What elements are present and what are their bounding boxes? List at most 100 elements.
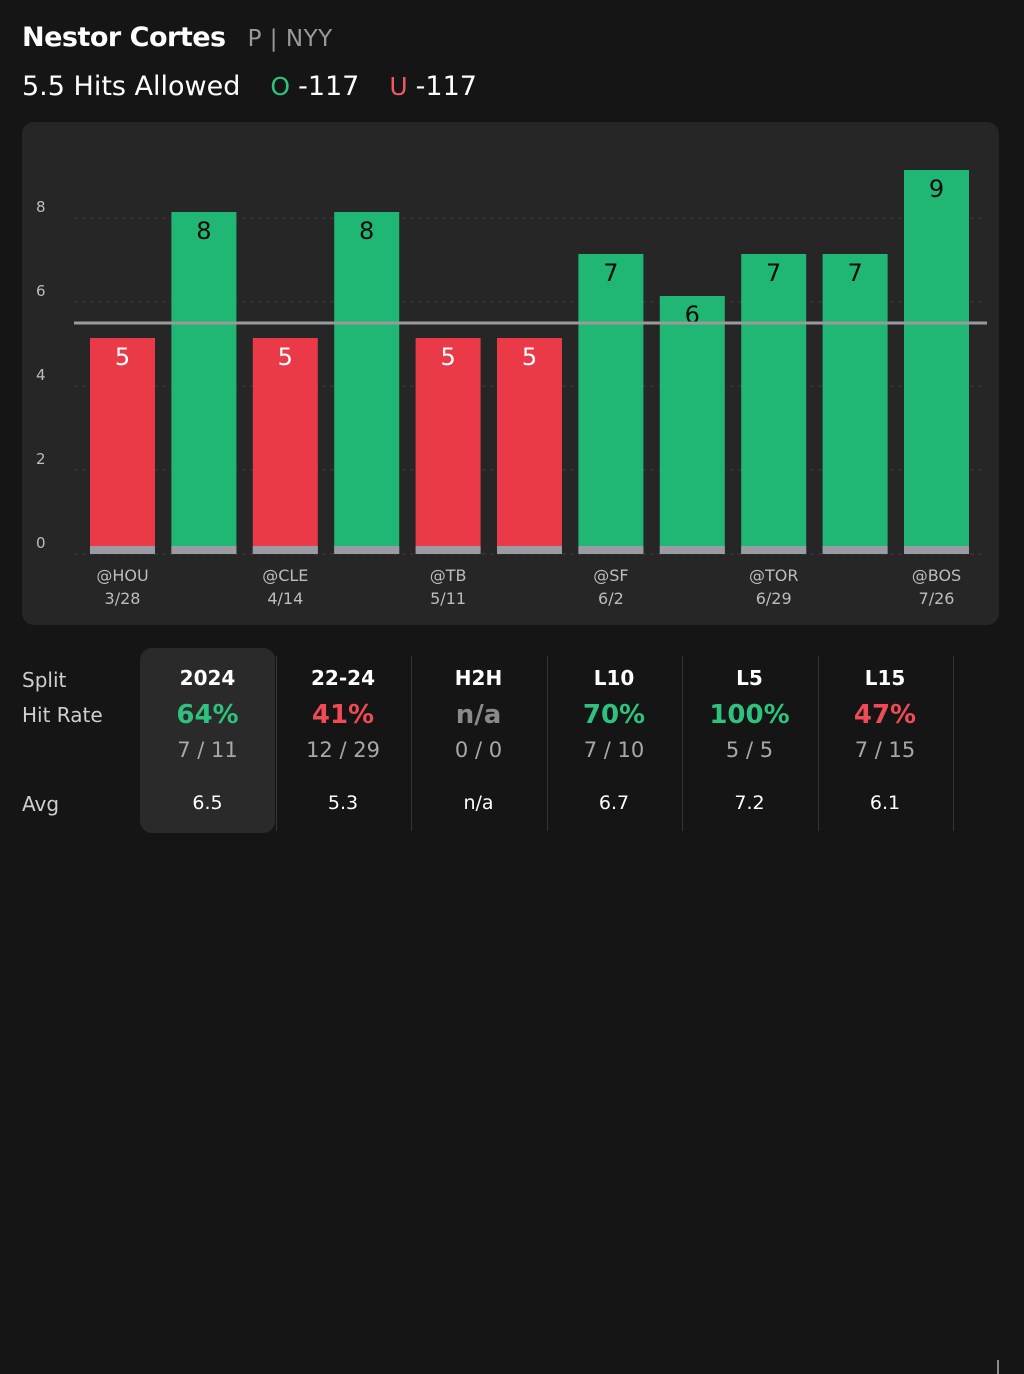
bar xyxy=(252,338,318,554)
bar xyxy=(822,254,888,554)
split-hit-fraction: 7 / 15 xyxy=(854,738,916,762)
game-log-chart-card: 0 2 4 6 8 5 8 5 8 5 5 7 6 7 7 9 @HOU 3/28 @CLE 4/14 @TB 5/11 @… xyxy=(22,122,999,625)
bar-base xyxy=(904,546,969,554)
split-period: 2024 xyxy=(179,666,236,690)
under-label: U xyxy=(389,72,408,101)
split-hit-rate: 100% xyxy=(709,700,790,730)
split-period: L10 xyxy=(593,666,635,690)
bar-value-label: 5 xyxy=(115,343,130,371)
x-date-label: 6/29 xyxy=(756,589,792,608)
bar-base xyxy=(252,546,318,554)
name-row: Nestor Cortes P | NYY xyxy=(22,22,477,53)
game-log-chart: 0 2 4 6 8 5 8 5 8 5 5 7 6 7 7 9 @HOU 3/28 @CLE 4/14 @TB 5/11 @… xyxy=(36,170,987,608)
x-date-label: 3/28 xyxy=(105,589,141,608)
column-divider xyxy=(411,656,412,831)
x-opponent-label: @HOU xyxy=(96,566,148,585)
y-tick-label: 2 xyxy=(36,450,46,468)
column-divider xyxy=(682,656,683,831)
column-divider xyxy=(953,656,954,831)
bar-value-label: 7 xyxy=(847,259,862,287)
bar-value-label: 7 xyxy=(766,259,781,287)
bar-base xyxy=(415,546,481,554)
split-average: n/a xyxy=(463,792,494,814)
x-opponent-label: @TOR xyxy=(749,566,798,585)
split-hit-fraction: 7 / 10 xyxy=(583,738,645,762)
bar xyxy=(741,254,807,554)
avg-row-label: Avg xyxy=(22,792,60,816)
split-average: 6.7 xyxy=(598,792,630,814)
y-tick-label: 6 xyxy=(36,282,46,300)
hit-rate-row-label: Hit Rate xyxy=(22,703,103,727)
split-row-label: Split xyxy=(22,668,67,692)
column-divider xyxy=(275,656,277,831)
bar xyxy=(659,296,725,554)
over-odds-value: -117 xyxy=(298,71,360,102)
column-divider xyxy=(817,656,819,831)
split-average: 5.3 xyxy=(327,792,359,814)
bar-base xyxy=(334,546,400,554)
bar-base xyxy=(497,546,562,554)
bar-value-label: 5 xyxy=(278,343,293,371)
bar xyxy=(90,338,155,554)
bar xyxy=(171,212,237,554)
split-column-l5[interactable]: L5 100% 5 / 5 7.2 xyxy=(682,648,817,838)
split-hit-rate: 64% xyxy=(176,700,239,730)
split-period: L5 xyxy=(736,666,763,690)
selected-split-highlight xyxy=(140,648,275,833)
bar-value-label: 8 xyxy=(359,217,374,245)
y-tick-label: 4 xyxy=(36,366,46,384)
player-position-team: P | NYY xyxy=(247,26,333,52)
x-date-label: 6/2 xyxy=(598,589,624,608)
bar-base xyxy=(659,546,725,554)
split-column-l15[interactable]: L15 47% 7 / 15 6.1 xyxy=(818,648,953,838)
bar-base xyxy=(90,546,155,554)
split-column-h2h[interactable]: H2H n/a 0 / 0 n/a xyxy=(411,648,546,838)
x-date-label: 4/14 xyxy=(267,589,303,608)
split-column-l10[interactable]: L10 70% 7 / 10 6.7 xyxy=(547,648,682,838)
bar-value-label: 9 xyxy=(929,175,944,203)
split-hit-rate: 41% xyxy=(311,700,375,730)
split-hit-rate: 70% xyxy=(582,700,646,730)
x-date-label: 7/26 xyxy=(919,589,955,608)
bar xyxy=(578,254,644,554)
split-period: L15 xyxy=(864,666,906,690)
split-period: 22-24 xyxy=(311,666,375,690)
bar-base xyxy=(822,546,888,554)
split-hit-fraction: 12 / 29 xyxy=(306,738,380,762)
bar-base xyxy=(171,546,237,554)
under-odds-value: -117 xyxy=(415,71,477,102)
split-hit-rate: n/a xyxy=(455,700,502,730)
x-date-label: 5/11 xyxy=(430,589,466,608)
over-odds-button[interactable]: O -117 xyxy=(270,71,359,102)
under-odds-button[interactable]: U -117 xyxy=(389,71,477,102)
bar xyxy=(334,212,400,554)
split-hit-rate: 47% xyxy=(853,700,917,730)
bar xyxy=(415,338,481,554)
x-opponent-label: @SF xyxy=(593,566,628,585)
split-average: 7.2 xyxy=(734,792,765,814)
y-tick-label: 0 xyxy=(36,534,46,552)
prop-market: 5.5 Hits Allowed xyxy=(22,71,241,102)
x-opponent-label: @TB xyxy=(430,566,467,585)
column-divider xyxy=(546,656,548,831)
split-column-2024[interactable]: 2024 64% 7 / 11 6.5 xyxy=(140,648,275,838)
bar xyxy=(904,170,969,554)
bar xyxy=(497,338,562,554)
bar-base xyxy=(578,546,644,554)
split-column-22-24[interactable]: 22-24 41% 12 / 29 5.3 xyxy=(276,648,411,838)
player-header: Nestor Cortes P | NYY 5.5 Hits Allowed O… xyxy=(22,22,477,102)
x-opponent-label: @BOS xyxy=(912,566,961,585)
x-opponent-label: @CLE xyxy=(262,566,308,585)
split-hit-fraction: 0 / 0 xyxy=(454,738,503,762)
bar-value-label: 7 xyxy=(603,259,618,287)
split-hit-fraction: 7 / 11 xyxy=(177,738,238,762)
scroll-indicator[interactable] xyxy=(997,1360,999,1374)
split-average: 6.1 xyxy=(869,792,901,814)
bar-value-label: 5 xyxy=(522,343,537,371)
split-hit-fraction: 5 / 5 xyxy=(725,738,774,762)
split-stats-table: Split Hit Rate Avg 2024 64% 7 / 11 6.5 22-24… xyxy=(0,648,1024,1374)
bar-value-label: 6 xyxy=(685,301,700,329)
over-label: O xyxy=(270,72,291,101)
prop-line-row: 5.5 Hits Allowed O -117 U -117 xyxy=(22,71,477,102)
bar-value-label: 5 xyxy=(440,343,455,371)
